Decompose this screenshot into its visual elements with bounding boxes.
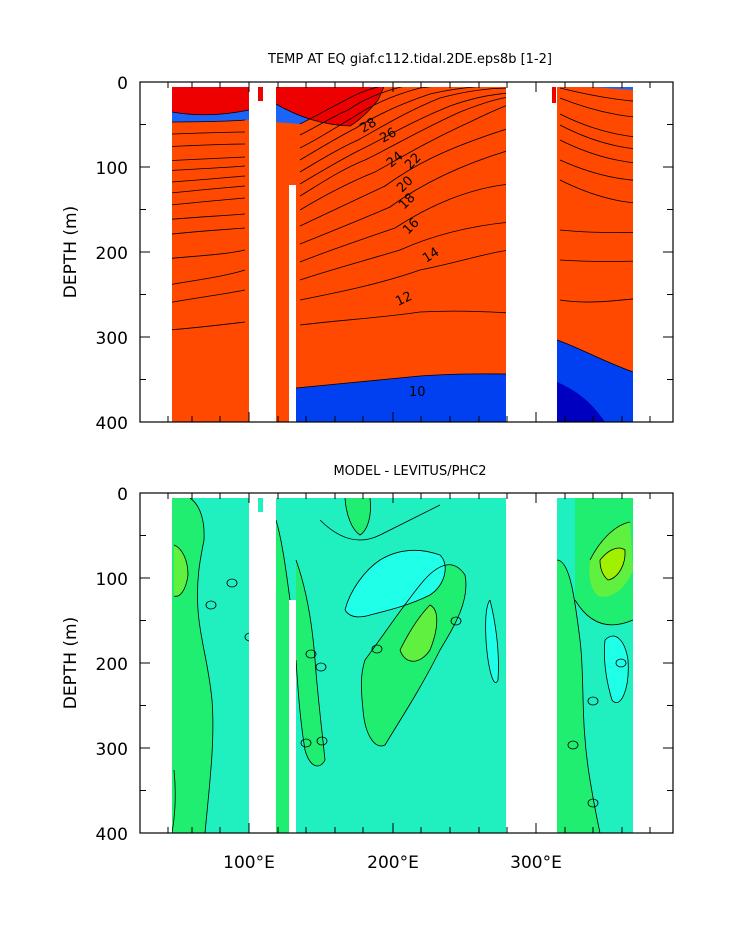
- bottom-contour-loop-7: [567, 740, 579, 750]
- top-mask-land-b: [289, 185, 296, 422]
- bottom-contour-line-7: [344, 549, 446, 618]
- bottom-contour-loop-4: [450, 616, 462, 626]
- contour-label-10: 10: [409, 385, 426, 400]
- bot-pos-central-west: [296, 560, 325, 766]
- top-coldest-east: [557, 382, 605, 422]
- bottom-title: MODEL - LEVITUS/PHC2: [333, 464, 486, 479]
- bottom-contour-loop-10: [300, 738, 312, 748]
- bottom-contour-line-11: [574, 599, 634, 626]
- bottom-contour-loop-9: [316, 736, 328, 746]
- top-warmpool-central: [276, 82, 386, 126]
- contour-label-26: 26: [378, 125, 400, 146]
- bottom-contour-lines: [171, 497, 634, 833]
- bottom-mask-land-b: [289, 600, 296, 833]
- bottom-y-axis-label: DEPTH (m): [61, 617, 81, 709]
- top-y-axis-label: DEPTH (m): [61, 206, 81, 298]
- bot-neg-central: [345, 550, 446, 617]
- bottom-mask-americas: [506, 493, 557, 833]
- top-filled-contours: [140, 82, 673, 422]
- top-ytick-200: 200: [96, 244, 128, 264]
- top-ticks: [140, 81, 673, 423]
- top-title: TEMP AT EQ giaf.c112.tidal.2DE.eps8b [1-…: [267, 52, 552, 67]
- top-ytick-300: 300: [96, 329, 128, 349]
- bottom-mask-land-a: [249, 493, 276, 833]
- bottom-contour-line-1: [173, 544, 189, 597]
- bottom-mask-surface: [140, 493, 673, 498]
- bottom-contour-line-15: [171, 769, 176, 833]
- bottom-ytick-200: 200: [96, 655, 128, 675]
- bottom-contour-loop-5: [587, 696, 599, 706]
- top-panel: TEMP AT EQ giaf.c112.tidal.2DE.eps8b [1-…: [61, 52, 674, 434]
- xtick-200E: 200°E: [367, 853, 419, 873]
- bottom-contour-loop-2: [315, 662, 327, 672]
- bottom-ytick-0: 0: [117, 485, 128, 505]
- top-mask-surface: [140, 82, 673, 87]
- top-warmpool-west: [172, 82, 249, 115]
- bottom-panel: MODEL - LEVITUS/PHC2 0 100 200 300 400 D…: [61, 464, 674, 873]
- bottom-contour-line-10: [556, 559, 601, 833]
- contour-label-14: 14: [420, 245, 442, 266]
- bottom-contour-loop-3: [371, 644, 383, 654]
- bot-pos2-central: [400, 605, 437, 662]
- bottom-contour-loop-12: [226, 578, 238, 588]
- top-mask-land-a: [249, 82, 276, 422]
- bottom-ytick-100: 100: [96, 570, 128, 590]
- top-island-a: [258, 87, 263, 101]
- top-ytick-0: 0: [117, 74, 128, 94]
- bottom-contour-line-13: [599, 547, 626, 581]
- top-island-b: [552, 87, 556, 103]
- bottom-contour-loop-6: [615, 658, 627, 668]
- bottom-ticks: [140, 492, 673, 834]
- bottom-ytick-300: 300: [96, 740, 128, 760]
- top-mask-americas: [506, 82, 557, 422]
- bottom-contour-line-3: [295, 559, 326, 767]
- bottom-contour-line-4: [344, 497, 371, 536]
- contour-label-28: 28: [358, 115, 380, 136]
- bot-base-west-inner: [190, 498, 249, 833]
- xtick-100E: 100°E: [223, 853, 275, 873]
- bottom-contour-line-9: [485, 599, 499, 683]
- contour-label-12: 12: [393, 289, 414, 310]
- top-contour-line-0: [171, 109, 250, 116]
- bottom-contour-loop-1: [305, 649, 317, 659]
- bottom-contour-loop-8: [587, 798, 599, 808]
- bottom-contour-line-6: [399, 604, 438, 662]
- bottom-contour-loop-11: [205, 600, 217, 610]
- bot-pos2-west: [174, 545, 188, 597]
- bot-neg-east-pacific: [485, 600, 499, 683]
- top-plot-area: [140, 82, 673, 422]
- bottom-contour-line-2: [275, 519, 291, 601]
- bottom-plot-area: [140, 493, 673, 833]
- bottom-island-a: [258, 498, 263, 512]
- bot-pos-east-lower: [557, 560, 600, 833]
- top-contour-line-17: [556, 87, 673, 373]
- top-cold-central: [296, 373, 506, 422]
- top-ytick-400: 400: [96, 414, 128, 434]
- bot-neg-atlantic: [604, 636, 629, 703]
- bottom-contour-line-12: [589, 521, 631, 561]
- bottom-contour-line-0: [189, 497, 214, 833]
- bottom-contour-line-14: [604, 635, 629, 703]
- bot-pos-central-top: [345, 498, 371, 535]
- bottom-ytick-400: 400: [96, 825, 128, 845]
- xtick-300E: 300°E: [510, 853, 562, 873]
- top-contour-line-16: [295, 373, 507, 389]
- bottom-contour-line-8: [319, 504, 441, 541]
- top-ytick-100: 100: [96, 159, 128, 179]
- bottom-contour-line-5: [360, 564, 467, 747]
